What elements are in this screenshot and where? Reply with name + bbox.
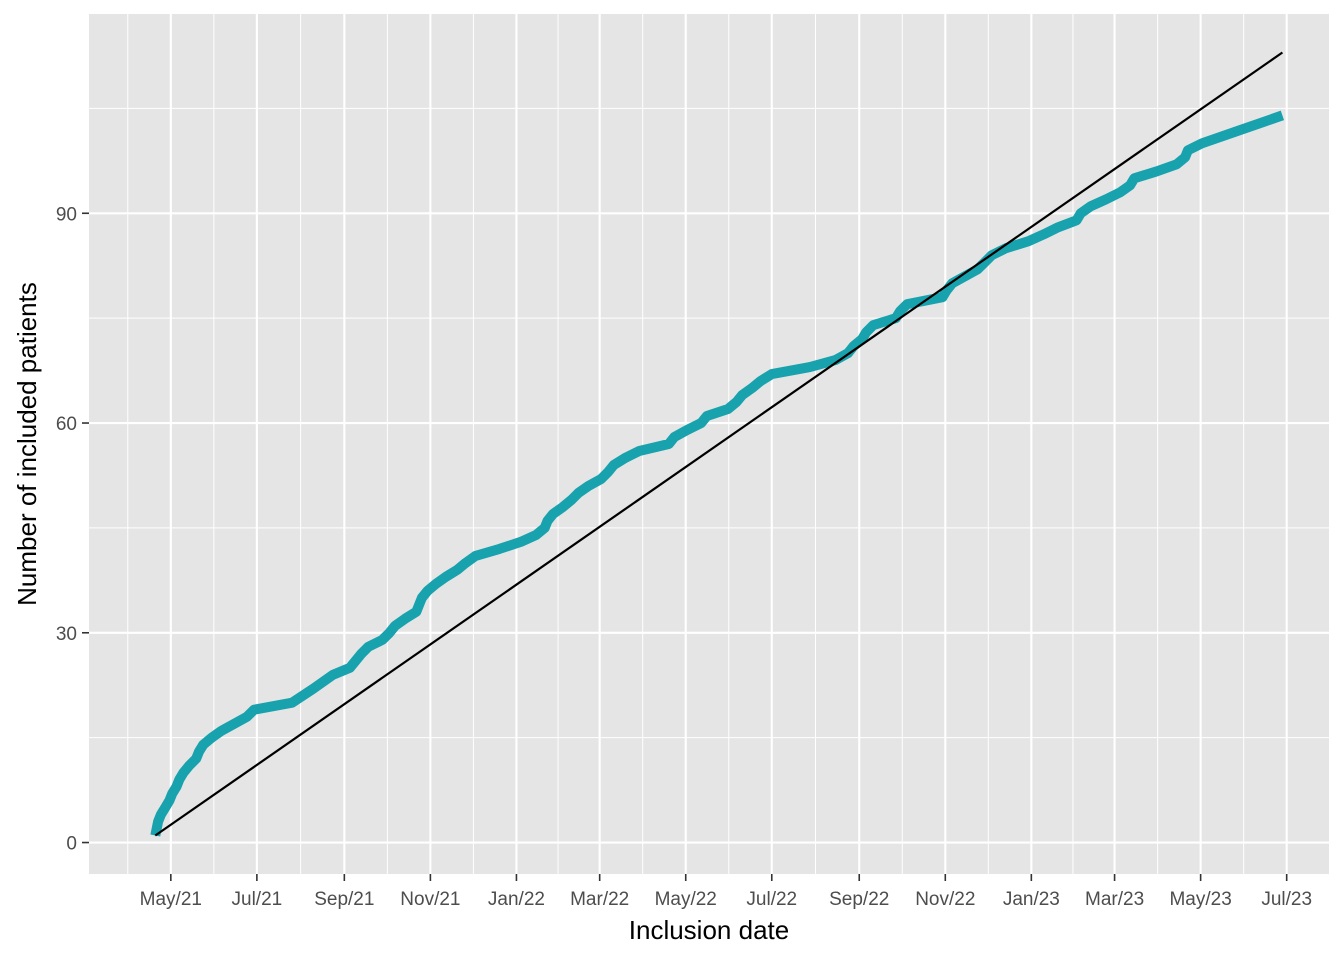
x-tick-label: Mar/22 xyxy=(570,889,629,910)
x-tick-label: Nov/22 xyxy=(915,889,975,910)
y-tick-label: 0 xyxy=(66,834,77,855)
cumulative-inclusion-line xyxy=(150,110,1285,837)
x-tick-label: Mar/23 xyxy=(1085,889,1144,910)
x-tick-label: Jul/21 xyxy=(232,889,283,910)
x-tick-label: May/21 xyxy=(140,889,202,910)
x-tick-label: Jan/22 xyxy=(488,889,545,910)
y-axis-title: Number of included patients xyxy=(12,282,42,606)
x-tick-label: Jan/23 xyxy=(1003,889,1060,910)
x-tick-label: Sep/21 xyxy=(314,889,374,910)
x-tick-label: Sep/22 xyxy=(829,889,889,910)
plot-panel xyxy=(89,14,1329,874)
x-tick-label: Nov/21 xyxy=(400,889,460,910)
target-inclusion-line xyxy=(154,51,1284,837)
tick-labels: May/21 Jul/21 Sep/21 Nov/21 Jan/22 Mar/22 May/… xyxy=(56,204,1312,910)
axis-ticks xyxy=(82,212,1288,881)
series-layer xyxy=(150,51,1285,837)
x-tick-label: Jul/22 xyxy=(746,889,797,910)
x-axis-title: Inclusion date xyxy=(629,915,789,945)
x-tick-label: May/22 xyxy=(655,889,717,910)
x-tick-label: Jul/23 xyxy=(1261,889,1312,910)
x-tick-label: May/23 xyxy=(1169,889,1231,910)
y-tick-label: 60 xyxy=(56,414,77,435)
minor-gridlines xyxy=(89,14,1329,874)
y-tick-label: 30 xyxy=(56,624,77,645)
major-gridlines xyxy=(89,14,1329,874)
y-tick-label: 90 xyxy=(56,204,77,225)
